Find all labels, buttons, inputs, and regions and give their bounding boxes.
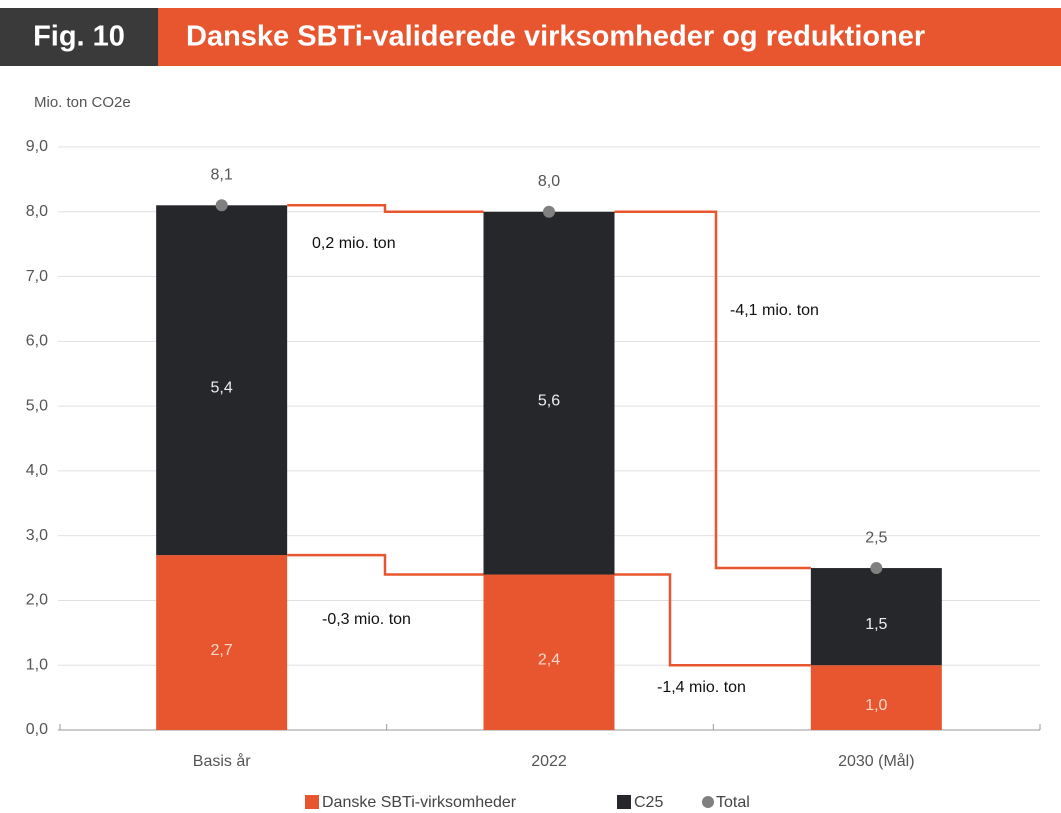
total-label: 8,0: [538, 173, 560, 190]
y-tick-label: 7,0: [26, 268, 48, 285]
total-dot: [215, 199, 228, 212]
segment-label: 1,5: [865, 616, 887, 633]
x-tick-label: 2030 (Mål): [838, 752, 914, 770]
connector: [614, 210, 811, 570]
y-tick-label: 8,0: [26, 203, 48, 220]
annotation: 0,2 mio. ton: [312, 235, 396, 252]
legend-label: C25: [634, 794, 663, 811]
total-dot: [543, 205, 555, 218]
y-tick-label: 6,0: [26, 333, 48, 350]
segment-label: 5,6: [538, 392, 560, 409]
connector: [287, 204, 484, 214]
segment-label: 2,4: [538, 651, 560, 668]
legend-label: Danske SBTi-virksomheder: [322, 794, 517, 811]
total-label: 8,1: [211, 167, 233, 184]
fig-label: Fig. 10: [33, 21, 125, 53]
legend-marker: [702, 796, 714, 808]
bar-segment: [156, 555, 288, 730]
y-tick-label: 5,0: [26, 397, 48, 414]
fig-label-box: [0, 8, 158, 66]
y-axis-label: Mio. ton CO2e: [34, 94, 131, 111]
annotation: -4,1 mio. ton: [730, 302, 819, 319]
connector: [614, 573, 811, 667]
segment-label: 2,7: [211, 642, 233, 659]
title-box: [158, 8, 1061, 66]
bar-segment: [810, 665, 942, 730]
legend-marker: [305, 795, 319, 809]
y-tick-label: 4,0: [26, 462, 48, 479]
total-label: 2,5: [865, 529, 887, 546]
bar-segment: [156, 205, 288, 556]
legend-marker: [617, 795, 631, 809]
y-tick-label: 3,0: [26, 527, 48, 544]
segment-label: 1,0: [865, 697, 887, 714]
annotation: -0,3 mio. ton: [322, 611, 411, 628]
segment-label: 5,4: [211, 379, 233, 396]
total-dot: [870, 562, 883, 575]
bar-segment: [483, 211, 615, 575]
bar-segment: [483, 574, 615, 730]
y-tick-label: 1,0: [26, 656, 48, 673]
bar-segment: [810, 568, 942, 666]
x-tick-label: 2022: [531, 753, 567, 770]
x-tick-label: Basis år: [193, 752, 251, 770]
y-tick-label: 2,0: [26, 592, 48, 609]
chart-title: Danske SBTi-validerede virksomheder og r…: [186, 21, 925, 53]
connector: [287, 553, 484, 576]
legend-label: Total: [716, 794, 750, 811]
y-tick-label: 9,0: [26, 138, 48, 155]
y-tick-label: 0,0: [26, 721, 48, 738]
annotation: -1,4 mio. ton: [657, 679, 746, 696]
